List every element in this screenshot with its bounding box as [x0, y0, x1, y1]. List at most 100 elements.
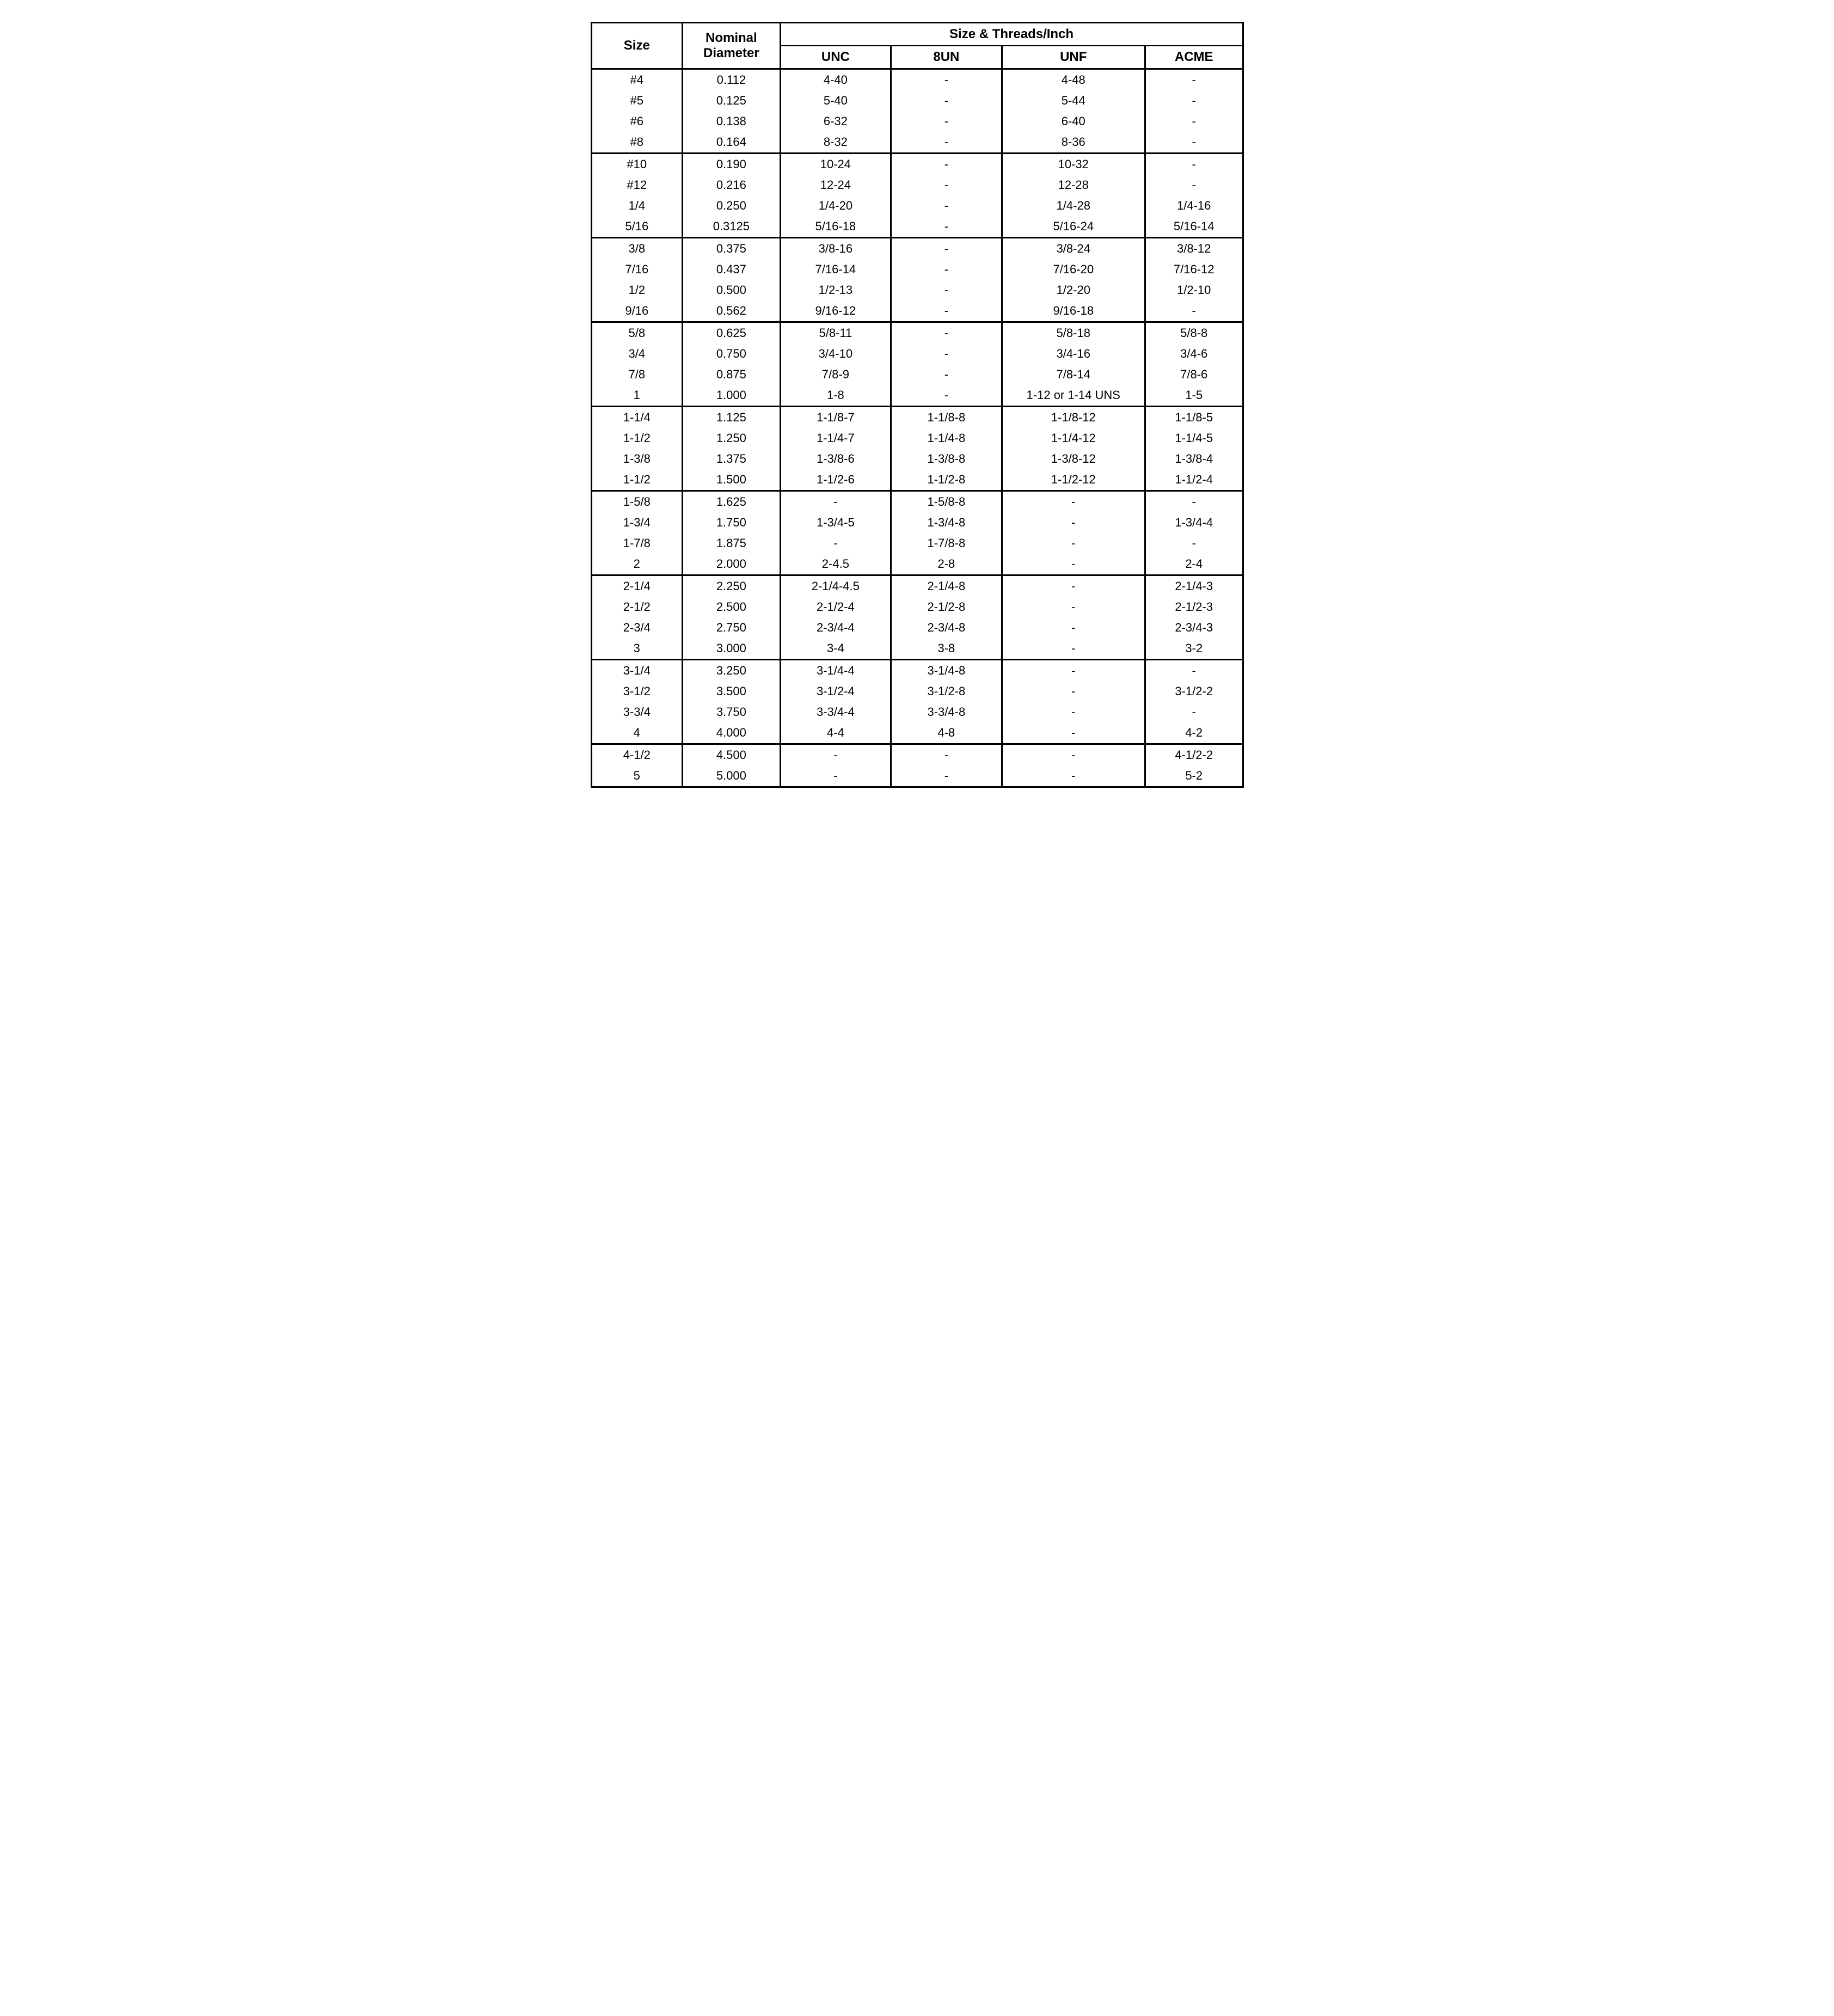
cell-size: #4	[591, 69, 683, 91]
table-row: 3-1/23.5003-1/2-43-1/2-8-3-1/2-2	[591, 681, 1243, 702]
cell-size: 4-1/2	[591, 744, 683, 766]
cell-unf: -	[1002, 512, 1145, 533]
cell-diameter: 0.625	[683, 322, 781, 344]
cell-unc: 2-1/2-4	[780, 597, 891, 617]
cell-size: 4	[591, 722, 683, 744]
cell-acme: 3-1/2-2	[1145, 681, 1243, 702]
cell-unf: 7/8-14	[1002, 364, 1145, 385]
cell-acme: 4-1/2-2	[1145, 744, 1243, 766]
cell-8un: 3-1/2-8	[891, 681, 1002, 702]
cell-unf: 10-32	[1002, 154, 1145, 175]
cell-unc: 1-1/4-7	[780, 428, 891, 449]
cell-size: 1-1/4	[591, 407, 683, 428]
cell-diameter: 2.750	[683, 617, 781, 638]
cell-8un: 1-7/8-8	[891, 533, 1002, 554]
cell-8un: -	[891, 364, 1002, 385]
cell-8un: -	[891, 69, 1002, 91]
cell-unc: 3-1/2-4	[780, 681, 891, 702]
cell-acme: 5-2	[1145, 765, 1243, 787]
cell-8un: 2-1/4-8	[891, 575, 1002, 597]
cell-acme: 1-1/4-5	[1145, 428, 1243, 449]
cell-unc: -	[780, 491, 891, 513]
cell-unf: -	[1002, 638, 1145, 660]
table-row: 2-3/42.7502-3/4-42-3/4-8-2-3/4-3	[591, 617, 1243, 638]
cell-size: 3-1/4	[591, 660, 683, 682]
table-header: Size Nominal Diameter Size & Threads/Inc…	[591, 23, 1243, 69]
cell-8un: 4-8	[891, 722, 1002, 744]
cell-diameter: 5.000	[683, 765, 781, 787]
cell-8un: 3-3/4-8	[891, 702, 1002, 722]
cell-8un: 1-1/4-8	[891, 428, 1002, 449]
table-row: 1-3/81.3751-3/8-61-3/8-81-3/8-121-3/8-4	[591, 449, 1243, 469]
cell-size: 1-5/8	[591, 491, 683, 513]
cell-acme: -	[1145, 491, 1243, 513]
cell-size: #10	[591, 154, 683, 175]
table-row: 11.0001-8-1-12 or 1-14 UNS1-5	[591, 385, 1243, 407]
cell-size: 1/4	[591, 195, 683, 216]
cell-unc: 1-3/4-5	[780, 512, 891, 533]
cell-diameter: 4.500	[683, 744, 781, 766]
cell-unf: 1-1/8-12	[1002, 407, 1145, 428]
cell-size: 3-1/2	[591, 681, 683, 702]
cell-unf: -	[1002, 554, 1145, 575]
cell-diameter: 0.164	[683, 132, 781, 154]
cell-acme: 3-2	[1145, 638, 1243, 660]
cell-8un: 1-3/8-8	[891, 449, 1002, 469]
cell-diameter: 1.125	[683, 407, 781, 428]
cell-unc: 1-1/8-7	[780, 407, 891, 428]
cell-acme: 2-1/4-3	[1145, 575, 1243, 597]
cell-diameter: 0.375	[683, 238, 781, 260]
cell-8un: -	[891, 344, 1002, 364]
cell-diameter: 0.562	[683, 301, 781, 322]
table-row: 33.0003-43-8-3-2	[591, 638, 1243, 660]
cell-unf: 1/2-20	[1002, 280, 1145, 301]
cell-acme: 7/16-12	[1145, 259, 1243, 280]
cell-unf: -	[1002, 722, 1145, 744]
table-row: 3/40.7503/4-10-3/4-163/4-6	[591, 344, 1243, 364]
cell-unf: 1/4-28	[1002, 195, 1145, 216]
cell-diameter: 1.875	[683, 533, 781, 554]
cell-unf: 5/8-18	[1002, 322, 1145, 344]
cell-unc: 8-32	[780, 132, 891, 154]
cell-acme: 1-1/2-4	[1145, 469, 1243, 491]
cell-unc: 3/8-16	[780, 238, 891, 260]
cell-size: 5/16	[591, 216, 683, 238]
header-unf: UNF	[1002, 46, 1145, 69]
cell-8un: -	[891, 111, 1002, 132]
table-row: 5/80.6255/8-11-5/8-185/8-8	[591, 322, 1243, 344]
cell-acme: 5/8-8	[1145, 322, 1243, 344]
threads-table: Size Nominal Diameter Size & Threads/Inc…	[591, 22, 1244, 788]
cell-unf: 3/8-24	[1002, 238, 1145, 260]
cell-unf: 1-3/8-12	[1002, 449, 1145, 469]
cell-diameter: 1.250	[683, 428, 781, 449]
cell-8un: 3-1/4-8	[891, 660, 1002, 682]
table-row: 1-1/21.5001-1/2-61-1/2-81-1/2-121-1/2-4	[591, 469, 1243, 491]
cell-8un: -	[891, 259, 1002, 280]
cell-size: 5	[591, 765, 683, 787]
cell-diameter: 3.750	[683, 702, 781, 722]
table-row: 7/80.8757/8-9-7/8-147/8-6	[591, 364, 1243, 385]
cell-8un: 2-8	[891, 554, 1002, 575]
cell-acme: -	[1145, 533, 1243, 554]
cell-unc: 2-1/4-4.5	[780, 575, 891, 597]
cell-unc: 2-4.5	[780, 554, 891, 575]
cell-acme: -	[1145, 90, 1243, 111]
header-acme: ACME	[1145, 46, 1243, 69]
cell-diameter: 0.138	[683, 111, 781, 132]
cell-acme: 3/4-6	[1145, 344, 1243, 364]
cell-8un: -	[891, 301, 1002, 322]
cell-diameter: 0.500	[683, 280, 781, 301]
cell-size: 1-1/2	[591, 428, 683, 449]
cell-size: 3	[591, 638, 683, 660]
cell-unc: 5/16-18	[780, 216, 891, 238]
cell-size: 3-3/4	[591, 702, 683, 722]
cell-acme: -	[1145, 660, 1243, 682]
table-row: #50.1255-40-5-44-	[591, 90, 1243, 111]
cell-unf: -	[1002, 533, 1145, 554]
cell-unc: 1-1/2-6	[780, 469, 891, 491]
cell-size: 2-3/4	[591, 617, 683, 638]
table-row: #60.1386-32-6-40-	[591, 111, 1243, 132]
cell-8un: 1-1/8-8	[891, 407, 1002, 428]
cell-8un: -	[891, 322, 1002, 344]
cell-diameter: 1.750	[683, 512, 781, 533]
